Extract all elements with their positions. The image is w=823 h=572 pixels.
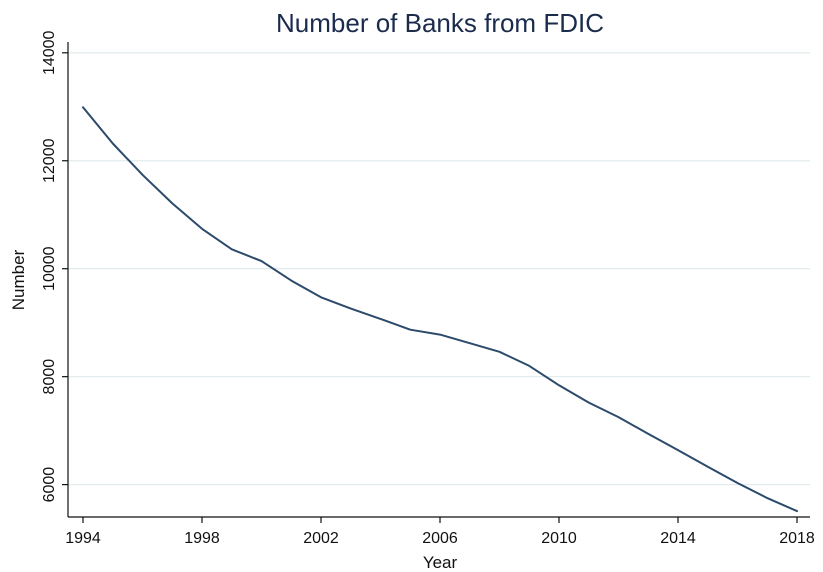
x-tick-label: 2010 <box>541 530 577 547</box>
x-axis-label: Year <box>423 553 458 572</box>
x-tick-label: 1994 <box>65 530 101 547</box>
y-tick-label: 12000 <box>41 138 58 183</box>
x-axis-ticks: 1994 1998 2002 2006 2010 2014 2018 <box>65 517 815 547</box>
y-tick-label: 14000 <box>41 30 58 75</box>
axes <box>67 42 810 518</box>
series-line-0 <box>82 106 798 513</box>
x-tick-label: 2006 <box>422 530 458 547</box>
y-tick-label: 8000 <box>41 359 58 395</box>
x-tick-label: 1998 <box>184 530 220 547</box>
x-tick-label: 2002 <box>303 530 339 547</box>
y-tick-label: 6000 <box>41 467 58 503</box>
chart-title: Number of Banks from FDIC <box>276 8 604 38</box>
series-group <box>82 106 798 513</box>
gridlines <box>68 52 810 486</box>
y-axis-label: Number <box>9 249 28 310</box>
x-tick-label: 2014 <box>660 530 696 547</box>
y-axis-ticks: 6000 8000 10000 12000 14000 <box>41 30 68 502</box>
y-tick-label: 10000 <box>41 246 58 291</box>
x-tick-label: 2018 <box>779 530 815 547</box>
